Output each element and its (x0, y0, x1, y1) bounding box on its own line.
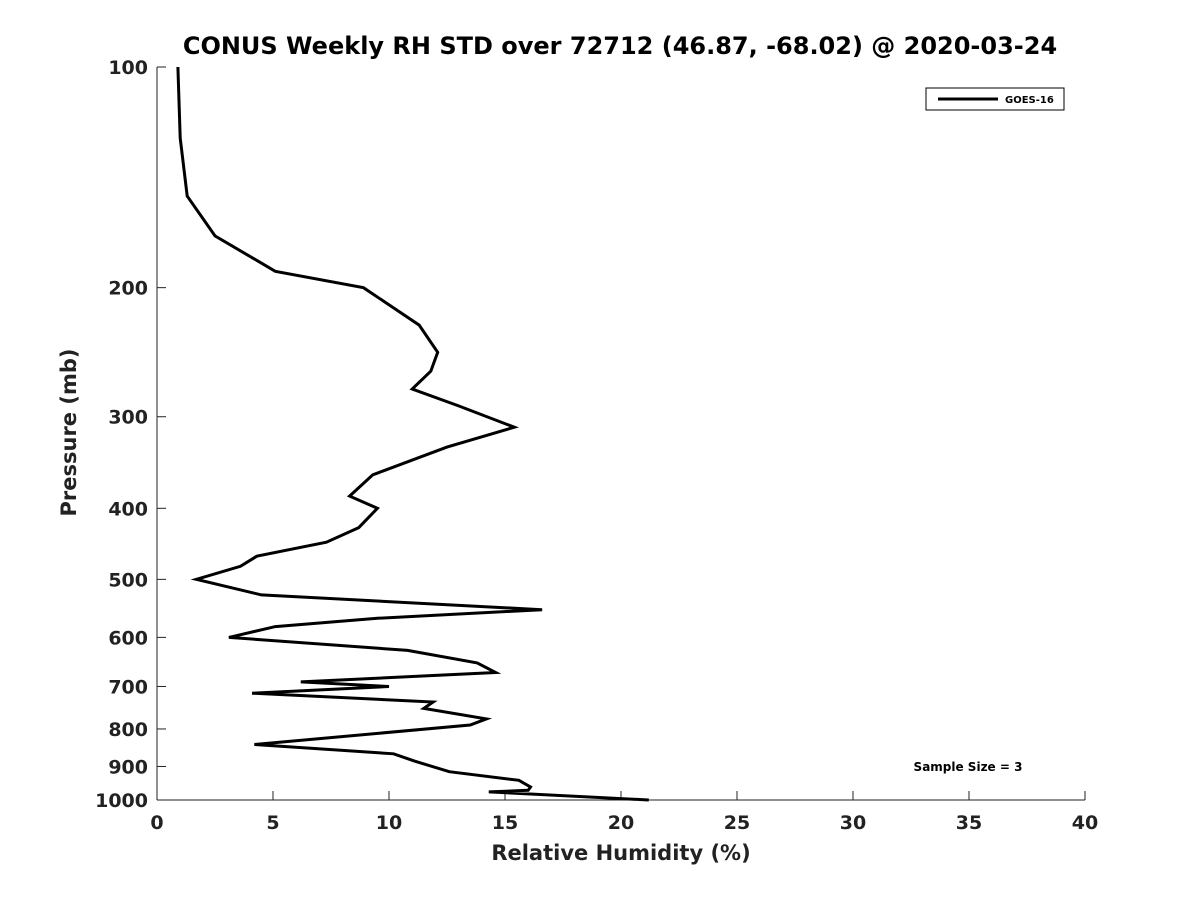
x-tick-label: 30 (840, 812, 866, 834)
x-ticks: 0 5 10 15 20 25 30 35 40 (150, 791, 1098, 834)
y-tick-label: 900 (108, 756, 148, 778)
x-tick-label: 35 (956, 812, 982, 834)
x-tick-label: 10 (376, 812, 402, 834)
x-tick-label: 40 (1072, 812, 1098, 834)
x-tick-label: 25 (724, 812, 750, 834)
y-tick-label: 1000 (95, 790, 148, 812)
y-tick-label: 300 (108, 407, 148, 429)
legend-label: GOES-16 (1005, 95, 1054, 106)
x-tick-label: 0 (150, 812, 163, 834)
y-tick-label: 700 (108, 676, 148, 698)
y-tick-label: 600 (108, 627, 148, 649)
legend: GOES-16 (925, 87, 1065, 111)
series-line (176, 66, 649, 802)
x-tick-label: 5 (266, 812, 279, 834)
y-tick-label: 800 (108, 719, 148, 741)
y-tick-label: 400 (108, 498, 148, 520)
chart-title: CONUS Weekly RH STD over 72712 (46.87, -… (183, 32, 1057, 60)
x-axis-label: Relative Humidity (%) (491, 841, 750, 865)
y-axis-label: Pressure (mb) (57, 349, 81, 517)
series-layer (176, 66, 649, 802)
x-tick-label: 20 (608, 812, 634, 834)
y-ticks: 100 200 300 400 500 600 700 800 900 1000 (95, 57, 166, 812)
y-tick-label: 100 (108, 57, 148, 79)
x-tick-label: 15 (492, 812, 518, 834)
sample-size-annotation: Sample Size = 3 (914, 760, 1023, 774)
y-tick-label: 200 (108, 278, 148, 300)
y-tick-label: 500 (108, 569, 148, 591)
